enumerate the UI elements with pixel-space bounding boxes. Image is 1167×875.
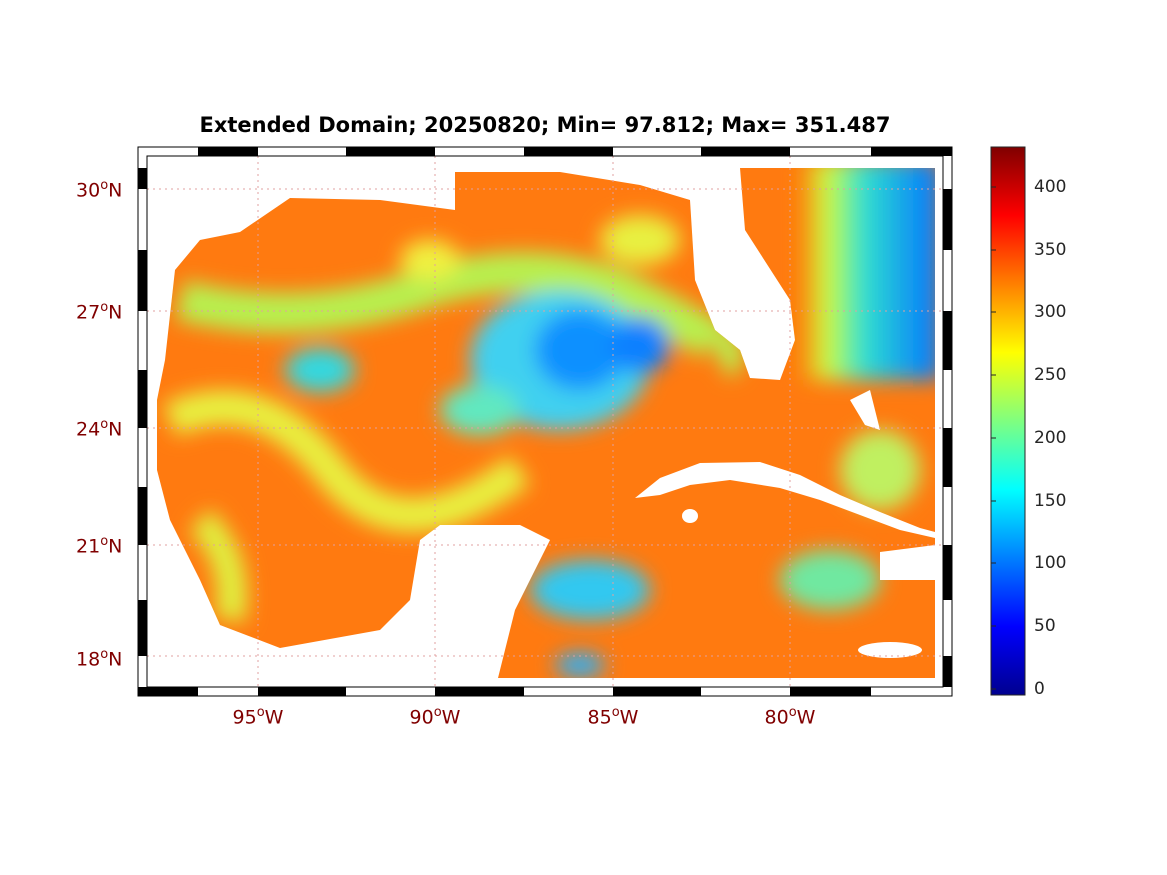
colorbar-tick: 150: [1034, 491, 1067, 511]
graticule: [147, 156, 943, 687]
lat-label: 24oN: [76, 417, 123, 441]
lat-label: 30oN: [76, 178, 123, 202]
colorbar-tick: 50: [1034, 616, 1056, 636]
map-frame: [137, 146, 953, 697]
colorbar-tick: 350: [1034, 240, 1067, 260]
lon-label: 90oW: [409, 705, 461, 729]
colorbar-tick: 200: [1034, 428, 1067, 448]
lat-label: 21oN: [76, 534, 123, 558]
lon-label: 80oW: [764, 705, 816, 729]
lon-label: 85oW: [587, 705, 639, 729]
lat-label: 18oN: [76, 647, 123, 671]
colorbar-tick: 100: [1034, 553, 1067, 573]
lat-label: 27oN: [76, 300, 123, 324]
heat-field: [157, 168, 935, 678]
colorbar-tick: 0: [1034, 679, 1045, 699]
colorbar-tick: 400: [1034, 177, 1067, 197]
colorbar: [990, 146, 1026, 696]
lon-label: 95oW: [232, 705, 284, 729]
colorbar-tick: 300: [1034, 302, 1067, 322]
colorbar-tick: 250: [1034, 365, 1067, 385]
map-title: Extended Domain; 20250820; Min= 97.812; …: [199, 113, 891, 137]
